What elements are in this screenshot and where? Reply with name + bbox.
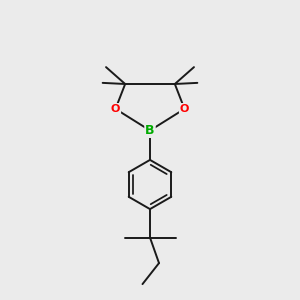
Text: O: O — [180, 104, 189, 114]
Text: O: O — [111, 104, 120, 114]
Text: B: B — [145, 124, 155, 137]
